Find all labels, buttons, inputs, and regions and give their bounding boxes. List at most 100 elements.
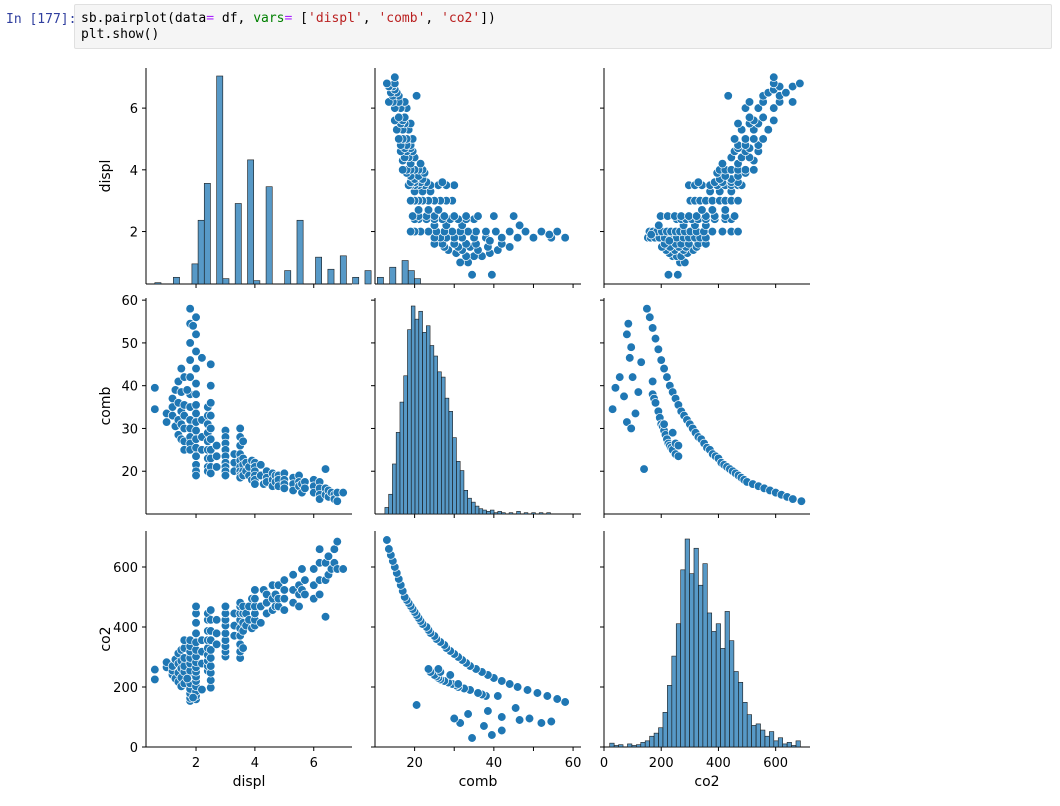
scatter-point-co2-comb — [636, 357, 646, 367]
hist-bar-co2 — [618, 744, 624, 748]
y-tick-label: 200 — [113, 681, 138, 696]
scatter-point-co2-comb — [630, 408, 641, 419]
hist-bar-co2 — [715, 623, 721, 748]
scatter-point-comb-co2 — [467, 733, 477, 743]
scatter-point-displ-co2 — [297, 564, 307, 574]
scatter-point-displ-co2 — [220, 601, 231, 612]
scatter-point-displ-comb — [176, 363, 186, 374]
hist-bar-co2 — [711, 631, 717, 748]
cell-output: 2 4 6 displ 20 30 40 50 60 comb 0 200 400 600 co2 2 4 6 di… — [80, 58, 840, 800]
y-axis-label: co2 — [98, 626, 114, 651]
scatter-point-co2-displ — [707, 205, 718, 215]
y-tick-label: 600 — [113, 561, 138, 576]
scatter-point-displ-comb — [185, 304, 195, 314]
scatter-point-displ-comb — [211, 440, 222, 451]
scatter-point-comb-co2 — [483, 706, 493, 716]
scatter-point-displ-comb — [206, 468, 216, 479]
scatter-point-comb-displ — [481, 226, 491, 237]
hist-bar-co2 — [751, 725, 757, 748]
scatter-point-comb-displ — [415, 159, 426, 169]
scatter-point-displ-co2 — [279, 594, 289, 604]
scatter-point-co2-displ — [723, 91, 733, 101]
scatter-point-co2-comb — [653, 344, 664, 354]
scatter-point-comb-displ — [406, 196, 416, 206]
scatter-point-co2-displ — [676, 211, 686, 221]
scatter-point-co2-displ — [744, 97, 755, 107]
scatter-point-displ-co2 — [250, 585, 260, 595]
x-tick-label: 4 — [251, 756, 259, 771]
scatter-point-displ-comb — [206, 434, 216, 444]
y-tick-label: 400 — [113, 621, 138, 636]
scatter-point-displ-co2 — [309, 580, 319, 590]
scatter-point-comb-displ — [491, 226, 501, 237]
hist-bar-co2 — [702, 563, 708, 748]
scatter-point-comb-co2 — [510, 703, 521, 713]
hist-bar-comb — [422, 332, 427, 515]
code-line-1: sb.pairplot(data= df, vars= ['displ', 'c… — [81, 11, 496, 26]
scatter-point-displ-comb — [220, 470, 231, 481]
scatter-point-displ-co2 — [309, 564, 319, 574]
hist-bar-displ — [203, 183, 211, 285]
hist-bar-co2 — [658, 727, 664, 748]
y-axis-label: displ — [98, 160, 114, 193]
hist-bar-displ — [234, 203, 242, 285]
scatter-point-comb-displ — [461, 211, 471, 221]
scatter-point-co2-comb — [673, 451, 684, 461]
hist-bar-comb — [407, 329, 412, 515]
scatter-point-co2-displ — [691, 211, 702, 221]
code-cell-input[interactable]: sb.pairplot(data= df, vars= ['displ', 'c… — [74, 4, 1052, 49]
scatter-point-co2-displ — [763, 125, 773, 135]
hist-bar-comb — [531, 512, 536, 515]
scatter-point-comb-displ — [544, 229, 554, 240]
scatter-point-comb-displ — [467, 270, 477, 280]
hist-bar-displ — [377, 276, 384, 285]
hist-bar-comb — [538, 512, 544, 515]
x-tick-label: 0 — [600, 756, 608, 771]
scatter-point-co2-displ — [769, 72, 779, 82]
scatter-point-displ-co2 — [150, 664, 160, 675]
scatter-point-comb-displ — [552, 226, 562, 237]
scatter-point-comb-displ — [505, 242, 515, 252]
scatter-point-comb-displ — [449, 180, 459, 190]
x-tick-label: 2 — [192, 756, 200, 771]
y-tick-label: 50 — [121, 337, 138, 352]
scatter-point-displ-comb — [206, 359, 216, 369]
hist-bar-co2 — [764, 735, 770, 748]
x-tick-label: 6 — [310, 756, 318, 771]
hist-bar-co2 — [671, 655, 677, 748]
hist-bar-co2 — [738, 681, 744, 748]
hist-bar-comb — [493, 512, 499, 515]
scatter-point-comb-displ — [514, 220, 525, 231]
scatter-point-co2-comb — [673, 440, 684, 451]
scatter-point-co2-comb — [659, 419, 669, 429]
scatter-point-displ-co2 — [182, 673, 192, 684]
scatter-point-displ-co2 — [211, 639, 222, 649]
scatter-point-comb-co2 — [522, 685, 533, 695]
hist-bar-co2 — [662, 712, 668, 748]
scatter-point-comb-co2 — [560, 697, 570, 707]
scatter-point-co2-displ — [693, 177, 703, 187]
hist-bar-co2 — [653, 732, 659, 748]
hist-bar-comb — [429, 345, 435, 515]
scatter-point-displ-co2 — [314, 589, 325, 600]
scatter-point-comb-displ — [455, 257, 465, 268]
scatter-point-co2-displ — [769, 103, 779, 113]
scatter-point-co2-displ — [753, 103, 763, 113]
hist-bar-displ — [222, 278, 230, 285]
hist-bar-displ — [265, 186, 273, 285]
hist-bar-co2 — [786, 742, 792, 748]
scatter-point-displ-comb — [188, 321, 198, 331]
code-line-2: plt.show() — [81, 27, 160, 42]
hist-bar-co2 — [769, 731, 775, 748]
scatter-point-comb-co2 — [542, 691, 552, 701]
scatter-point-co2-comb — [642, 304, 652, 314]
hist-bar-comb — [448, 411, 453, 515]
scatter-point-co2-displ — [664, 236, 674, 246]
hist-bar-displ — [284, 270, 292, 285]
scatter-point-comb-displ — [536, 226, 547, 237]
hist-bar-co2 — [782, 743, 788, 748]
scatter-point-displ-comb — [191, 346, 201, 357]
scatter-point-displ-comb — [238, 436, 248, 446]
x-tick-label: 600 — [763, 756, 788, 771]
